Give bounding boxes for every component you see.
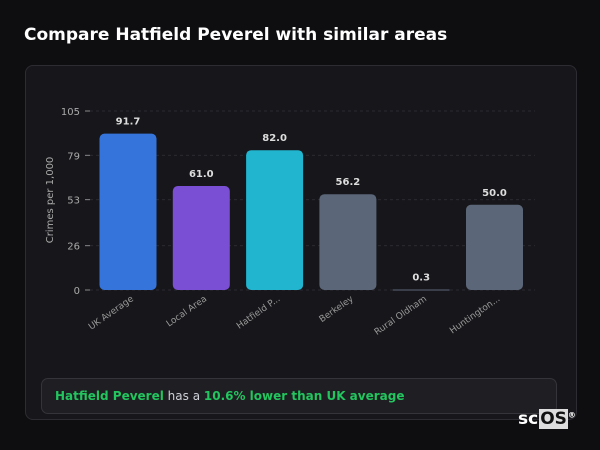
- y-tick-label: 79: [67, 151, 80, 162]
- x-tick-label: Local Area: [165, 294, 209, 329]
- bar[interactable]: [246, 150, 304, 290]
- y-tick-label: 105: [61, 107, 80, 118]
- summary-box: Hatfield Peverel has a 10.6% lower than …: [41, 378, 557, 414]
- x-tick-label: UK Average: [87, 294, 136, 332]
- data-label: 56.2: [336, 177, 361, 188]
- data-label: 82.0: [262, 133, 287, 144]
- summary-text: has a: [163, 389, 204, 403]
- data-label: 61.0: [189, 169, 214, 180]
- data-label: 91.7: [116, 117, 141, 128]
- summary-highlight: 10.6% lower than UK average: [203, 389, 405, 403]
- bar[interactable]: [466, 204, 523, 290]
- summary-place: Hatfield Peverel: [55, 389, 164, 403]
- x-tick-label: Huntington...: [448, 294, 502, 336]
- x-tick-label: Hatfield P...: [235, 294, 282, 331]
- scos-logo: sc OS®: [518, 409, 576, 429]
- bar[interactable]: [172, 186, 230, 290]
- bar[interactable]: [99, 133, 157, 290]
- y-axis-label: Crimes per 1,000: [45, 157, 56, 244]
- data-label: 0.3: [412, 272, 430, 283]
- x-tick-label: Rural Oldham: [373, 294, 429, 337]
- y-tick-label: 53: [67, 196, 80, 207]
- bar[interactable]: [319, 194, 377, 290]
- bar[interactable]: [392, 289, 450, 291]
- x-tick-label: Berkeley: [318, 294, 356, 325]
- data-label: 50.0: [482, 188, 507, 199]
- page-title: Compare Hatfield Peverel with similar ar…: [24, 25, 448, 45]
- y-tick-label: 0: [74, 286, 80, 297]
- y-tick-label: 26: [67, 242, 80, 253]
